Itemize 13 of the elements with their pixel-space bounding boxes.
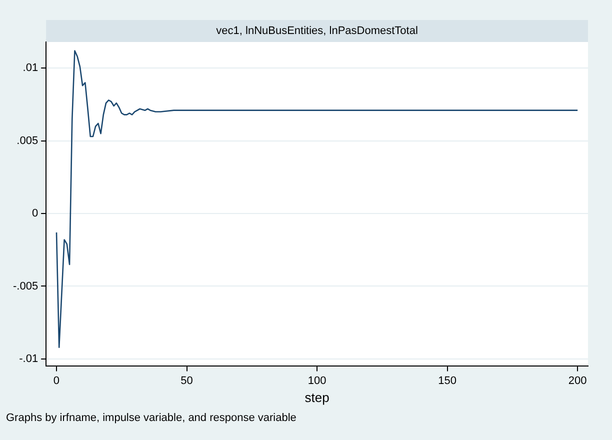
x-tick-label: 50 xyxy=(180,374,193,387)
y-tick-label: .005 xyxy=(16,134,38,147)
text: Graphs by irfname, impulse variable, and response variable xyxy=(6,412,296,424)
x-tick-label: 0 xyxy=(53,374,60,387)
y-tick-label: .01 xyxy=(22,62,38,74)
chart-title: vec1, lnNuBusEntities, lnPasDomestTotal xyxy=(216,25,418,38)
x-tick-label: 200 xyxy=(568,374,587,387)
y-tick-label: -.01 xyxy=(19,352,38,365)
x-tick-label: 100 xyxy=(308,374,326,387)
x-axis-title: step xyxy=(304,390,330,405)
y-tick-label: 0 xyxy=(32,208,38,220)
y-tick-label: -.005 xyxy=(12,280,38,292)
x-tick-label: 150 xyxy=(438,374,456,387)
